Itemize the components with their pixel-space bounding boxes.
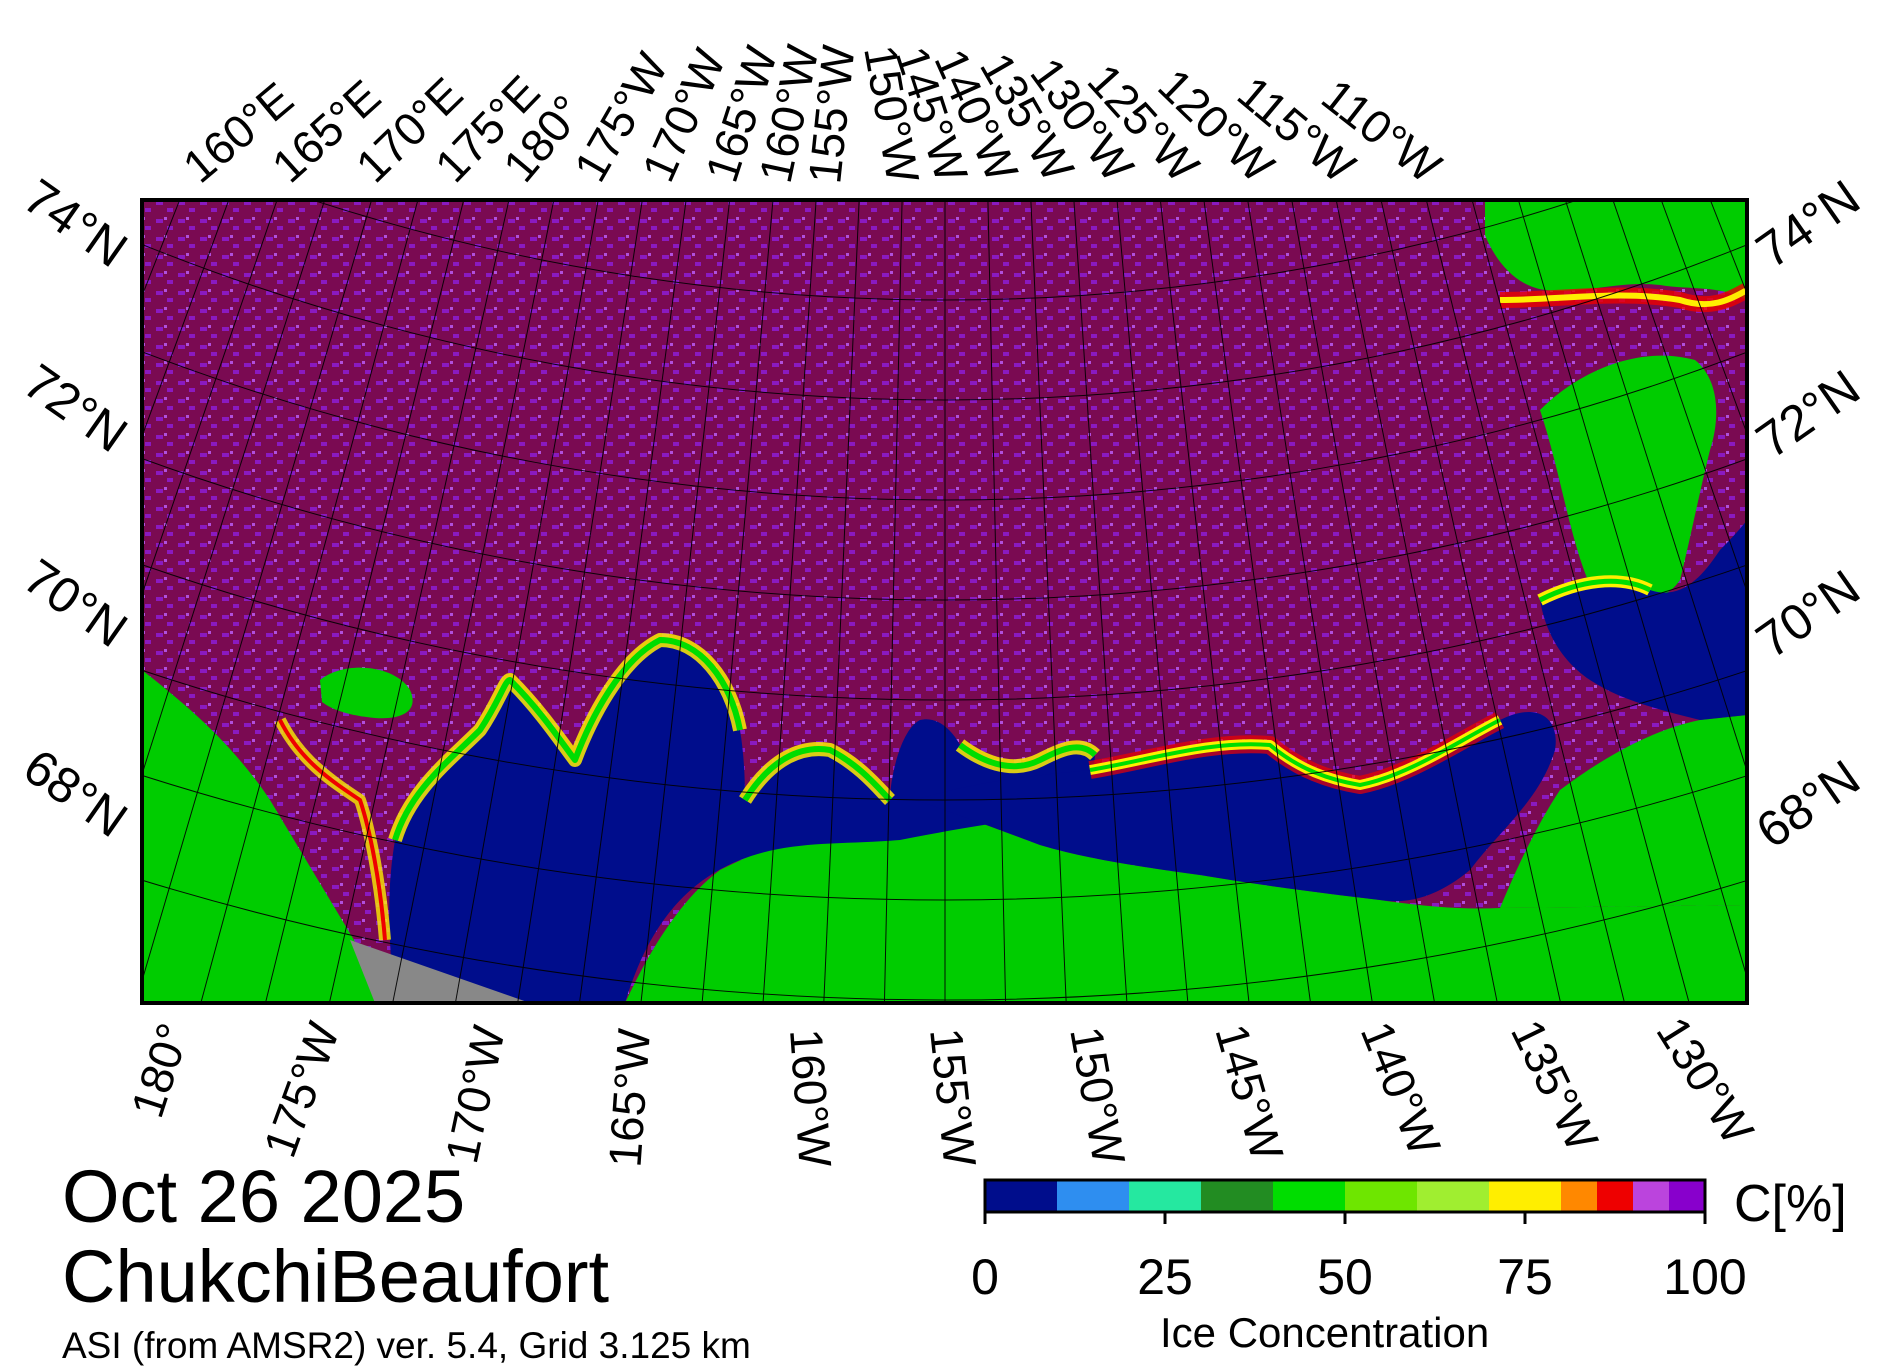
bottom-longitude-labels: 180° 175°W 170°W 165°W 160°W 155°W 150°W 145°W 1…	[121, 1008, 1765, 1170]
colorbar-bin	[1345, 1180, 1417, 1212]
wrangel-island	[320, 667, 413, 719]
banks-island	[1540, 355, 1717, 600]
bottom-lon-label: 165°W	[598, 1026, 660, 1168]
right-lat-label: 74°N	[1746, 169, 1870, 279]
colorbar-tick-label: 100	[1663, 1249, 1747, 1305]
left-lat-label: 74°N	[14, 168, 138, 278]
open-water-beaufort	[915, 711, 1556, 902]
colorbar-tick-label: 25	[1137, 1249, 1193, 1305]
open-water-amundsen	[1540, 520, 1747, 720]
top-longitude-labels: 160°E165°E170°E175°E180°175°W170°W165°W1…	[173, 40, 1451, 194]
colorbar-bin	[1561, 1180, 1597, 1212]
colorbar-bin	[1633, 1180, 1669, 1212]
colorbar-tick-label: 0	[971, 1249, 999, 1305]
bottom-lon-label: 140°W	[1351, 1014, 1451, 1162]
right-lat-label: 72°N	[1746, 359, 1870, 469]
colorbar	[983, 1178, 1707, 1224]
bottom-lon-label: 170°W	[435, 1021, 515, 1168]
colorbar-title: Ice Concentration	[1160, 1309, 1490, 1356]
left-lat-label: 70°N	[14, 548, 138, 658]
colorbar-bin	[1489, 1180, 1561, 1212]
map-frame	[140, 198, 1749, 1005]
alaska-land	[625, 800, 1747, 1003]
colorbar-bin	[1669, 1180, 1705, 1212]
right-latitude-labels: 74°N 72°N 70°N 68°N	[1746, 169, 1870, 859]
bottom-lon-label: 155°W	[920, 1026, 986, 1170]
region-label: ChukchiBeaufort	[62, 1235, 610, 1318]
colorbar-bin	[1273, 1180, 1345, 1212]
colorbar-bin	[1057, 1180, 1129, 1212]
chukotka-land	[142, 670, 375, 1003]
colorbar-bin	[1201, 1180, 1273, 1212]
bottom-lon-label: 150°W	[1060, 1023, 1135, 1169]
bottom-lon-label: 130°W	[1647, 1008, 1765, 1154]
bottom-lon-label: 135°W	[1501, 1012, 1609, 1160]
left-lat-label: 68°N	[14, 738, 138, 848]
colorbar-bin	[1597, 1180, 1633, 1212]
no-data-area	[350, 940, 530, 1003]
right-lat-label: 70°N	[1746, 559, 1870, 669]
colorbar-unit-label: C[%]	[1734, 1175, 1847, 1233]
left-lat-label: 72°N	[14, 353, 138, 463]
colorbar-bin	[985, 1180, 1057, 1212]
bottom-lon-label: 175°W	[253, 1015, 349, 1164]
source-label: ASI (from AMSR2) ver. 5.4, Grid 3.125 km	[62, 1325, 751, 1366]
open-water-chukchi	[389, 640, 1095, 1003]
colorbar-tick-label: 50	[1317, 1249, 1373, 1305]
left-latitude-labels: 74°N 72°N 70°N 68°N	[14, 168, 138, 848]
colorbar-bin	[1417, 1180, 1489, 1212]
right-lat-label: 68°N	[1746, 749, 1870, 859]
bottom-lon-label: 180°	[121, 1017, 200, 1124]
bottom-lon-label: 160°W	[780, 1027, 842, 1169]
colorbar-tick-label: 75	[1497, 1249, 1553, 1305]
bottom-lon-label: 145°W	[1205, 1018, 1293, 1166]
date-label: Oct 26 2025	[62, 1155, 466, 1238]
arctic-archipelago	[1485, 200, 1747, 300]
graticule	[142, 200, 1747, 1003]
map-panel	[142, 200, 1747, 1003]
colorbar-bin	[1129, 1180, 1201, 1212]
